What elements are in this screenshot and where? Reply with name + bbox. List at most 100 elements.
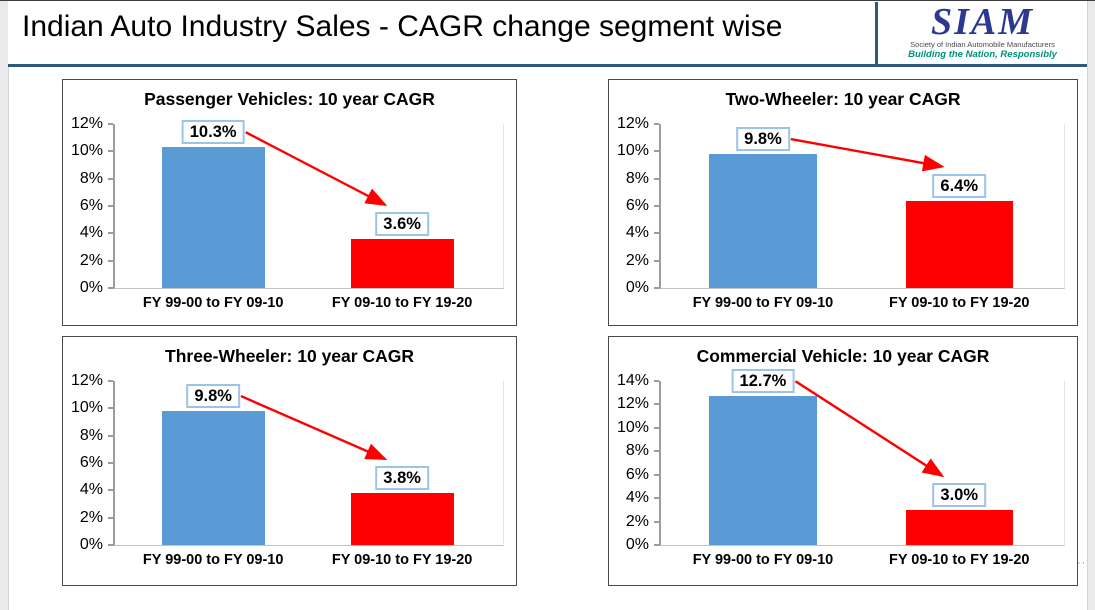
chart-title: Three-Wheeler: 10 year CAGR (165, 346, 414, 366)
y-tick-label: 10% (616, 142, 649, 160)
left-gutter (0, 1, 9, 610)
siam-logo-subtitle: Society of Indian Automobile Manufacture… (910, 39, 1055, 49)
y-tick-mark (654, 544, 659, 546)
y-tick-mark (654, 177, 659, 180)
y-tick-label: 14% (616, 372, 649, 389)
x-axis-label: FY 09-10 to FY 19-20 (331, 552, 473, 568)
right-scrollbar-gutter[interactable] (1087, 1, 1095, 610)
plot-area: 9.8% FY 99-00 to FY 09-10 3.8% FY 09-10 to … (113, 381, 504, 568)
x-axis-label: FY 99-00 to FY 09-10 (142, 295, 284, 311)
chart-panel-3: Three-Wheeler: 10 year CAGR 0% 2% 4% 6% 8% 10… (62, 336, 517, 586)
chart-title: Two-Wheeler: 10 year CAGR (725, 89, 961, 109)
y-tick-mark (108, 123, 113, 125)
y-tick-label: 6% (625, 465, 649, 483)
y-tick-mark (108, 287, 113, 289)
y-tick-label: 6% (79, 454, 103, 471)
y-tick-mark (654, 259, 659, 262)
header-divider (875, 2, 878, 64)
x-axis-label: FY 09-10 to FY 19-20 (888, 552, 1030, 568)
y-tick-label: 10% (70, 399, 103, 417)
y-axis: 0% 2% 4% 6% 8% 10% 12% (63, 372, 113, 553)
y-tick-mark (108, 150, 113, 153)
y-tick-label: 8% (625, 442, 649, 460)
y-tick-mark (108, 177, 113, 180)
bar-previous-decade (709, 154, 817, 288)
y-tick-mark (654, 473, 659, 476)
value-label: 9.8% (736, 127, 790, 152)
bar-previous-decade (709, 396, 817, 545)
chart-panel-2: Two-Wheeler: 10 year CAGR 0% 2% 4% 6% 8% 10% 1… (608, 79, 1078, 326)
y-tick-label: 12% (70, 115, 103, 132)
value-label: 3.6% (375, 211, 429, 236)
y-tick-mark (654, 287, 659, 289)
header-rule (8, 64, 1087, 67)
y-tick-mark (108, 407, 113, 410)
y-tick-mark (654, 205, 659, 207)
y-tick-mark (654, 403, 659, 406)
value-label: 3.8% (375, 466, 429, 491)
chart-title: Commercial Vehicle: 10 year CAGR (696, 346, 990, 366)
y-tick-label: 2% (79, 251, 103, 269)
y-axis: 0% 2% 4% 6% 8% 10% 12% (609, 115, 659, 296)
chart-grid: Passenger Vehicles: 10 year CAGR 0% 2% 4% 6… (62, 79, 1078, 586)
siam-logo-wordmark: SIAM (930, 0, 1035, 43)
chart-panel-1: Passenger Vehicles: 10 year CAGR 0% 2% 4% 6… (62, 79, 517, 326)
chart-title: Passenger Vehicles: 10 year CAGR (144, 89, 435, 109)
y-tick-mark (654, 150, 659, 153)
x-axis-label: FY 99-00 to FY 09-10 (692, 295, 834, 311)
bar-current-decade (350, 238, 454, 288)
y-tick-label: 6% (625, 197, 649, 214)
slide-header: Indian Auto Industry Sales - CAGR change… (8, 1, 1087, 64)
value-label: 10.3% (181, 120, 245, 145)
y-tick-mark (654, 426, 659, 429)
y-tick-mark (654, 450, 659, 453)
y-tick-label: 4% (79, 224, 103, 242)
y-tick-label: 0% (79, 279, 103, 296)
y-tick-label: 4% (625, 489, 649, 507)
bar-previous-decade (161, 411, 265, 545)
y-tick-mark (108, 380, 113, 382)
y-tick-label: 2% (79, 508, 103, 526)
siam-logo: SIAM Society of Indian Automobile Manufa… (880, 2, 1085, 62)
y-tick-label: 6% (79, 197, 103, 214)
value-label: 3.0% (932, 482, 987, 507)
x-axis-label: FY 99-00 to FY 09-10 (142, 552, 284, 568)
plot-area: 9.8% FY 99-00 to FY 09-10 6.4% FY 09-10 to … (659, 124, 1065, 311)
y-tick-mark (654, 123, 659, 125)
y-tick-label: 4% (79, 481, 103, 499)
y-tick-mark (108, 434, 113, 437)
y-tick-label: 0% (625, 279, 649, 296)
y-tick-label: 0% (79, 536, 103, 553)
bar-current-decade (905, 200, 1013, 288)
value-label: 6.4% (932, 173, 987, 198)
y-axis: 0% 2% 4% 6% 8% 10% 12% 14% (609, 372, 659, 553)
y-tick-mark (108, 462, 113, 464)
bar-previous-decade (161, 147, 265, 288)
y-tick-mark (108, 205, 113, 207)
y-tick-mark (108, 259, 113, 262)
y-tick-mark (654, 497, 659, 500)
y-tick-mark (108, 232, 113, 235)
y-tick-label: 4% (625, 224, 649, 242)
y-axis: 0% 2% 4% 6% 8% 10% 12% (63, 115, 113, 296)
chart-panel-4: Commercial Vehicle: 10 year CAGR 0% 2% 4% 6… (608, 336, 1078, 586)
x-axis-label: FY 99-00 to FY 09-10 (692, 552, 834, 568)
y-tick-mark (654, 380, 659, 382)
y-tick-label: 12% (616, 395, 649, 413)
y-tick-label: 10% (70, 142, 103, 160)
y-tick-mark (108, 489, 113, 492)
plot-area: 10.3% FY 99-00 to FY 09-10 3.6% FY 09-10 to… (113, 120, 504, 311)
y-tick-mark (108, 516, 113, 519)
y-tick-label: 8% (625, 169, 649, 187)
y-tick-mark (654, 232, 659, 235)
x-axis-label: FY 09-10 to FY 19-20 (888, 295, 1030, 311)
y-tick-label: 8% (79, 169, 103, 187)
y-tick-label: 8% (79, 426, 103, 444)
bar-current-decade (350, 493, 454, 545)
y-tick-label: 12% (70, 372, 103, 389)
y-tick-label: 12% (616, 115, 649, 132)
bar-current-decade (905, 509, 1013, 545)
value-label: 9.8% (186, 384, 240, 409)
plot-area: 12.7% FY 99-00 to FY 09-10 3.0% FY 09-10 to… (659, 369, 1065, 568)
